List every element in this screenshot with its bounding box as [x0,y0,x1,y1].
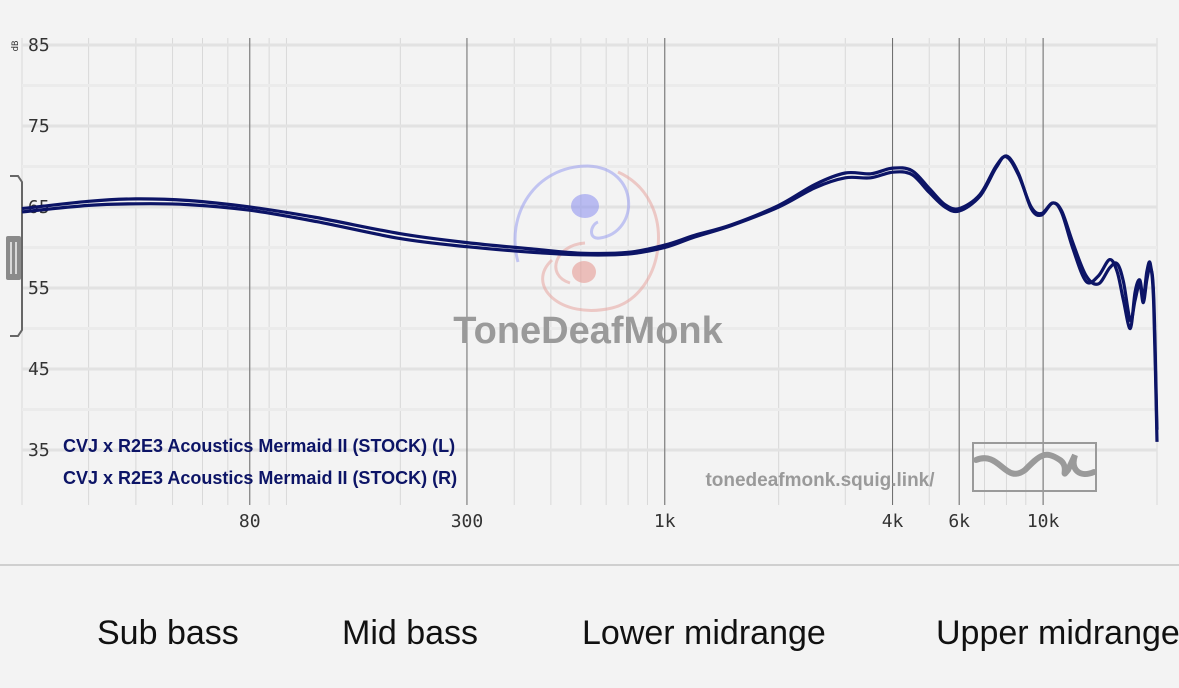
watermark-brand: ToneDeafMonk [453,310,723,352]
curve-left-channel [21,154,1159,430]
x-tick-label: 80 [239,511,261,532]
frequency-curves [21,154,1159,442]
chart-divider [0,564,1179,566]
y-tick-label: 45 [28,359,50,380]
y-scale-drag-handle[interactable] [6,175,23,337]
y-axis-unit: dB [11,41,21,52]
frequency-response-chart: ToneDeafMonk tonedeafmonk.squig.link/ 85… [6,35,1159,532]
x-tick-label: 10k [1027,511,1060,532]
squiglink-badge [972,442,1097,492]
frequency-band-labels: Sub bass Mid bass Lower midrange Upper m… [0,566,1179,688]
major-grid [249,38,1044,505]
band-mid-bass: Mid bass [342,614,479,652]
x-tick-label: 300 [451,511,484,532]
y-tick-label: 55 [28,278,50,299]
curve-right-channel [21,154,1159,442]
legend: CVJ x R2E3 Acoustics Mermaid II (STOCK) … [63,436,457,488]
band-upper-midrange: Upper midrange [936,614,1179,652]
watermark-url: tonedeafmonk.squig.link/ [705,470,935,491]
x-axis-ticks: 80 300 1k 4k 6k 10k [239,511,1060,532]
x-tick-label: 6k [948,511,970,532]
band-lower-midrange: Lower midrange [582,614,826,652]
legend-item-right[interactable]: CVJ x R2E3 Acoustics Mermaid II (STOCK) … [63,468,457,488]
y-tick-label: 35 [28,440,50,461]
x-tick-label: 4k [882,511,904,532]
y-tick-label: 75 [28,116,50,137]
legend-item-left[interactable]: CVJ x R2E3 Acoustics Mermaid II (STOCK) … [63,436,455,456]
monk-logo-watermark [513,164,660,312]
band-sub-bass: Sub bass [97,614,239,652]
x-tick-label: 1k [654,511,676,532]
y-tick-label: 85 [28,35,50,56]
